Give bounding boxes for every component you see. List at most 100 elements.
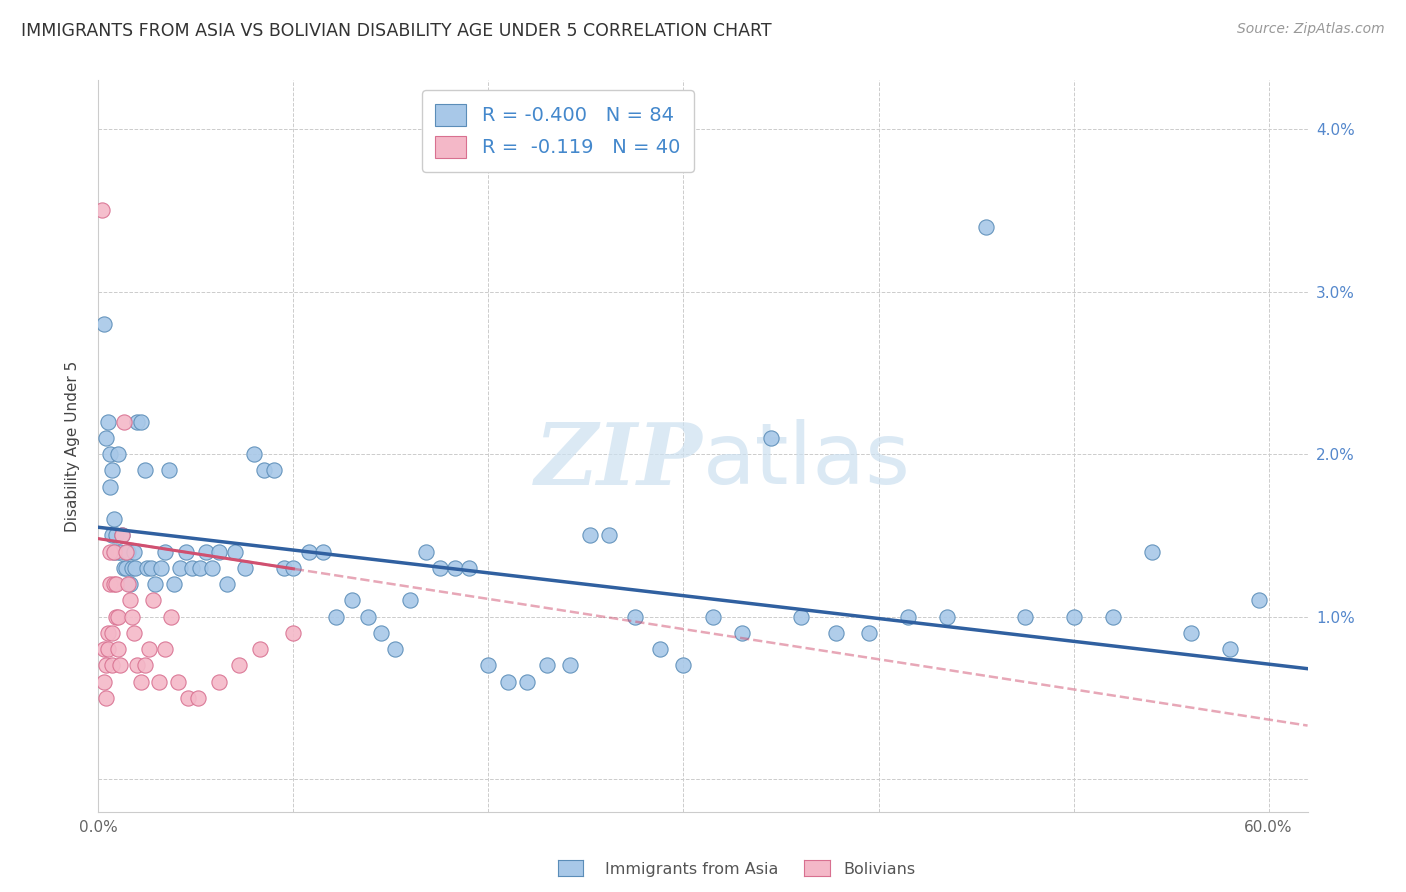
Point (1140, 544, 1163, 558)
Point (761, 431, 783, 445)
Point (1247, 593, 1270, 607)
Point (111, 528, 134, 542)
Point (356, 609, 378, 624)
Point (114, 561, 136, 575)
Point (122, 544, 145, 558)
Point (91, 203, 114, 218)
Point (117, 544, 139, 558)
Point (97, 626, 120, 640)
Point (789, 609, 811, 624)
Point (97, 642, 120, 657)
Point (243, 447, 266, 461)
Text: Bolivians: Bolivians (844, 863, 915, 877)
Point (579, 528, 602, 542)
Point (1014, 609, 1036, 624)
Point (117, 577, 139, 591)
Point (159, 609, 181, 624)
Point (107, 642, 129, 657)
Point (153, 642, 176, 657)
Point (134, 658, 156, 673)
Legend: R = -0.400   N = 84, R =  -0.119   N = 40: R = -0.400 N = 84, R = -0.119 N = 40 (422, 90, 695, 172)
Point (134, 463, 156, 477)
Point (98, 577, 121, 591)
Point (233, 561, 256, 575)
Point (415, 544, 437, 558)
Point (142, 593, 165, 607)
Point (163, 577, 186, 591)
Point (598, 528, 620, 542)
Point (648, 642, 671, 657)
Point (108, 544, 131, 558)
Point (935, 609, 957, 624)
Y-axis label: Disability Age Under 5: Disability Age Under 5 (65, 360, 80, 532)
Point (273, 561, 295, 575)
Text: Immigrants from Asia: Immigrants from Asia (605, 863, 778, 877)
Text: IMMIGRANTS FROM ASIA VS BOLIVIAN DISABILITY AGE UNDER 5 CORRELATION CHART: IMMIGRANTS FROM ASIA VS BOLIVIAN DISABIL… (21, 22, 772, 40)
Point (103, 544, 125, 558)
Point (131, 415, 153, 429)
Point (477, 658, 499, 673)
Point (104, 577, 127, 591)
Point (112, 561, 135, 575)
Point (399, 593, 422, 607)
Point (121, 609, 143, 624)
Point (200, 561, 222, 575)
Point (111, 528, 134, 542)
Point (672, 658, 695, 673)
Point (623, 609, 645, 624)
Point (157, 463, 180, 477)
Point (143, 577, 166, 591)
Point (224, 544, 246, 558)
Point (283, 626, 305, 640)
Point (536, 658, 558, 673)
Point (98, 447, 121, 461)
Point (370, 626, 392, 640)
Point (174, 544, 197, 558)
Point (283, 561, 305, 575)
Point (101, 463, 124, 477)
Point (124, 561, 146, 575)
Point (325, 609, 347, 624)
Point (148, 674, 170, 689)
Point (96, 658, 118, 673)
Point (118, 593, 141, 607)
Point (104, 528, 127, 542)
Point (429, 561, 451, 575)
Point (112, 415, 135, 429)
Point (101, 528, 124, 542)
Point (194, 544, 217, 558)
Point (167, 674, 190, 689)
Point (312, 544, 335, 558)
Point (249, 642, 271, 657)
Point (858, 626, 880, 640)
Point (253, 463, 276, 477)
Point (104, 609, 127, 624)
Point (1101, 609, 1123, 624)
Point (208, 544, 231, 558)
Point (96, 690, 118, 705)
Point (188, 561, 211, 575)
Point (108, 658, 131, 673)
Point (228, 658, 250, 673)
Point (177, 690, 200, 705)
Point (107, 447, 129, 461)
Point (897, 609, 920, 624)
Point (824, 626, 846, 640)
Point (187, 690, 209, 705)
Point (107, 544, 129, 558)
Point (96, 431, 118, 445)
Point (263, 463, 285, 477)
Text: atlas: atlas (703, 419, 911, 502)
Point (101, 626, 124, 640)
Point (1063, 609, 1085, 624)
Point (93, 317, 115, 331)
Point (127, 658, 149, 673)
Point (138, 642, 160, 657)
Point (97, 415, 120, 429)
Point (127, 415, 149, 429)
Point (1180, 626, 1202, 640)
Point (444, 561, 467, 575)
Text: Source: ZipAtlas.com: Source: ZipAtlas.com (1237, 22, 1385, 37)
Point (496, 674, 519, 689)
Point (121, 561, 143, 575)
